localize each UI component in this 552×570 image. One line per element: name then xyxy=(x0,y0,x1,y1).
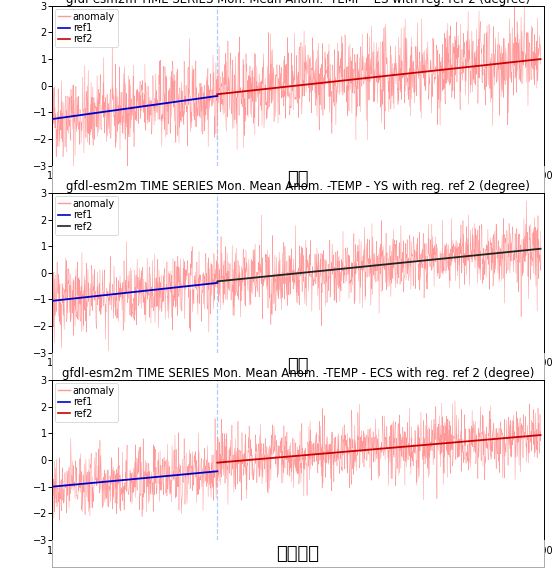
Legend: anomaly, ref1, ref2: anomaly, ref1, ref2 xyxy=(55,196,118,234)
Legend: anomaly, ref1, ref2: anomaly, ref1, ref2 xyxy=(55,383,118,422)
Title: gfdl-esm2m TIME SERIES Mon. Mean Anom. -TEMP - ES with reg. ref 2 (degree): gfdl-esm2m TIME SERIES Mon. Mean Anom. -… xyxy=(66,0,530,6)
Legend: anomaly, ref1, ref2: anomaly, ref1, ref2 xyxy=(55,9,118,47)
Text: 황해: 황해 xyxy=(288,357,309,376)
Title: gfdl-esm2m TIME SERIES Mon. Mean Anom. -TEMP - ECS with reg. ref 2 (degree): gfdl-esm2m TIME SERIES Mon. Mean Anom. -… xyxy=(62,367,534,380)
Text: 동해: 동해 xyxy=(288,170,309,188)
Text: 동중국해: 동중국해 xyxy=(277,544,320,563)
Title: gfdl-esm2m TIME SERIES Mon. Mean Anom. -TEMP - YS with reg. ref 2 (degree): gfdl-esm2m TIME SERIES Mon. Mean Anom. -… xyxy=(66,180,530,193)
